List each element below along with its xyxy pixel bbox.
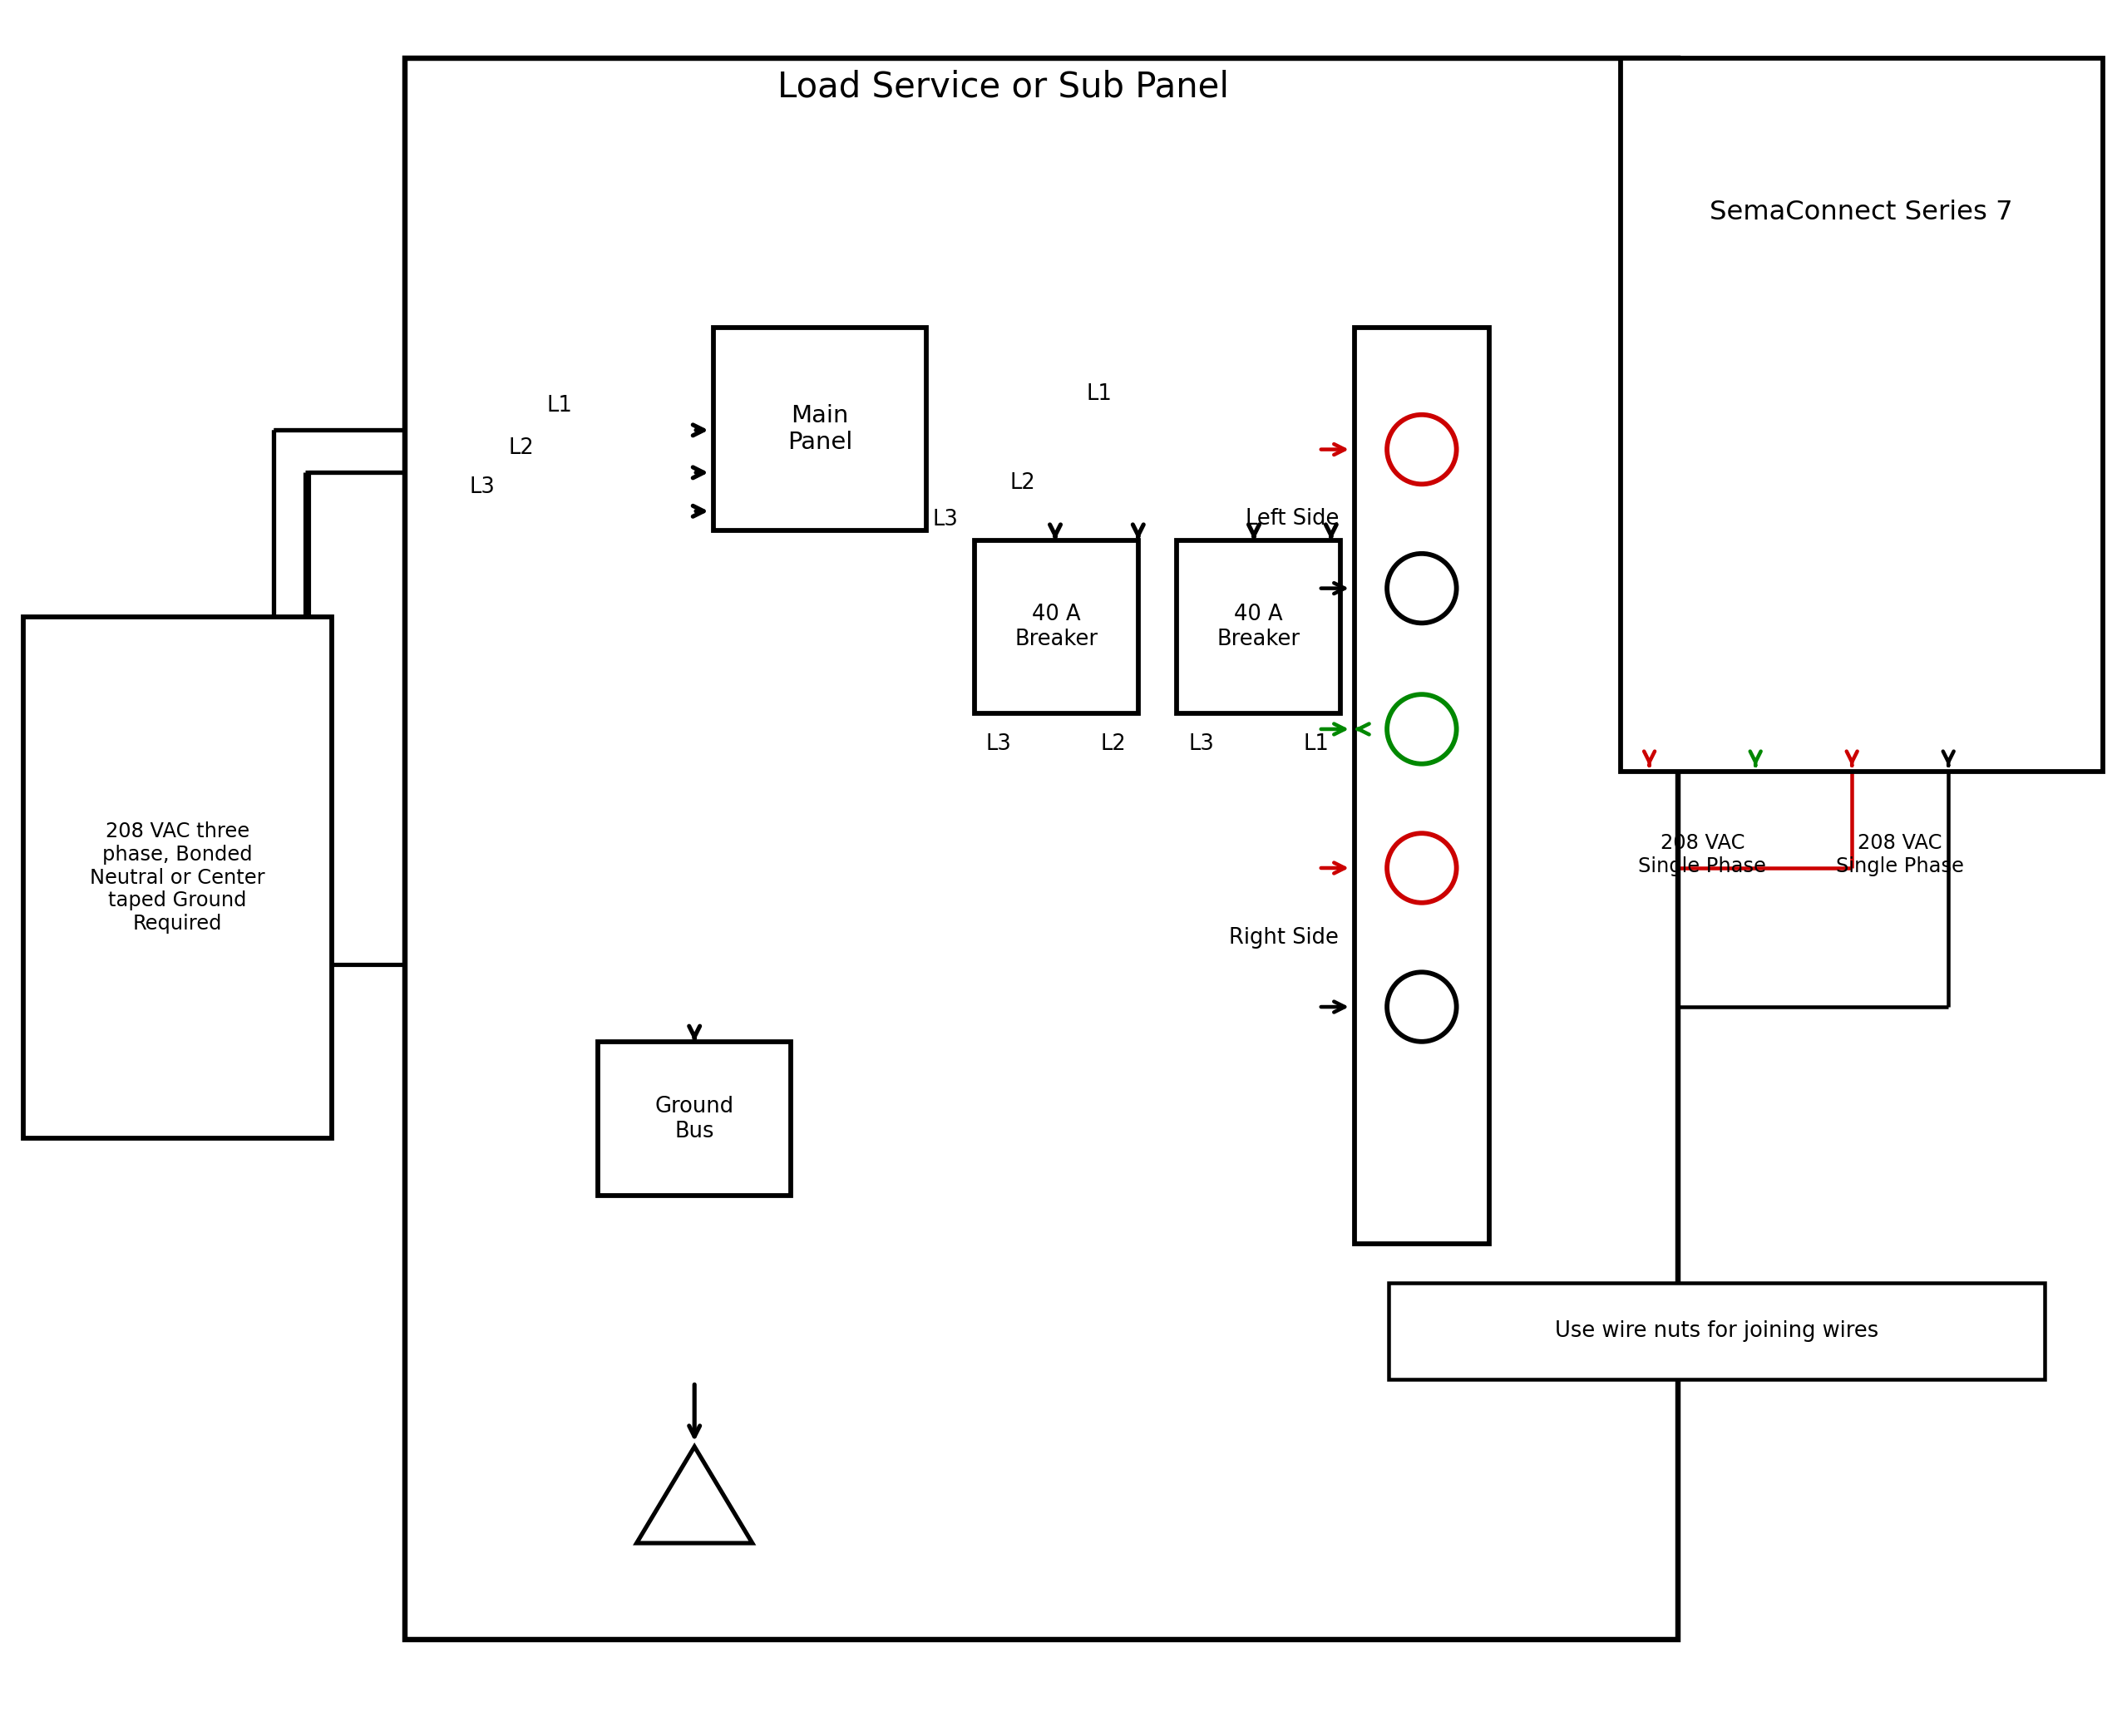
Circle shape [1388, 694, 1456, 764]
Text: Main
Panel: Main Panel [787, 404, 853, 455]
Bar [1354, 328, 1490, 1245]
Text: L1: L1 [1303, 733, 1328, 755]
Bar [1390, 1283, 2046, 1378]
Text: L3: L3 [1188, 733, 1214, 755]
Polygon shape [637, 1446, 753, 1543]
Text: 40 A
Breaker: 40 A Breaker [1014, 604, 1097, 651]
Text: SemaConnect Series 7: SemaConnect Series 7 [1710, 200, 2014, 226]
Text: L2: L2 [1101, 733, 1127, 755]
Text: L2: L2 [507, 437, 533, 458]
Text: L3: L3 [932, 509, 959, 531]
Circle shape [1388, 972, 1456, 1042]
Bar [974, 540, 1137, 713]
Text: L3: L3 [469, 476, 494, 498]
Circle shape [1388, 833, 1456, 903]
Text: L2: L2 [1010, 472, 1036, 495]
Text: L3: L3 [987, 733, 1012, 755]
Bar [23, 618, 331, 1139]
Text: Use wire nuts for joining wires: Use wire nuts for joining wires [1555, 1319, 1878, 1342]
Text: 40 A
Breaker: 40 A Breaker [1218, 604, 1301, 651]
Text: Left Side: Left Side [1246, 509, 1339, 529]
Bar [405, 57, 1679, 1639]
Text: Load Service or Sub Panel: Load Service or Sub Panel [777, 69, 1229, 104]
Text: L1: L1 [1086, 384, 1112, 404]
Text: 208 VAC
Single Phase: 208 VAC Single Phase [1638, 833, 1766, 877]
Bar [1178, 540, 1341, 713]
Bar [598, 1042, 792, 1196]
Text: Ground
Bus: Ground Bus [656, 1095, 734, 1142]
Text: L1: L1 [547, 396, 573, 417]
Bar [1621, 57, 2103, 771]
Bar [713, 328, 925, 531]
Circle shape [1388, 554, 1456, 623]
Text: 208 VAC three
phase, Bonded
Neutral or Center
taped Ground
Required: 208 VAC three phase, Bonded Neutral or C… [89, 821, 265, 934]
Circle shape [1388, 415, 1456, 484]
Text: Right Side: Right Side [1229, 927, 1339, 948]
Text: 208 VAC
Single Phase: 208 VAC Single Phase [1836, 833, 1965, 877]
